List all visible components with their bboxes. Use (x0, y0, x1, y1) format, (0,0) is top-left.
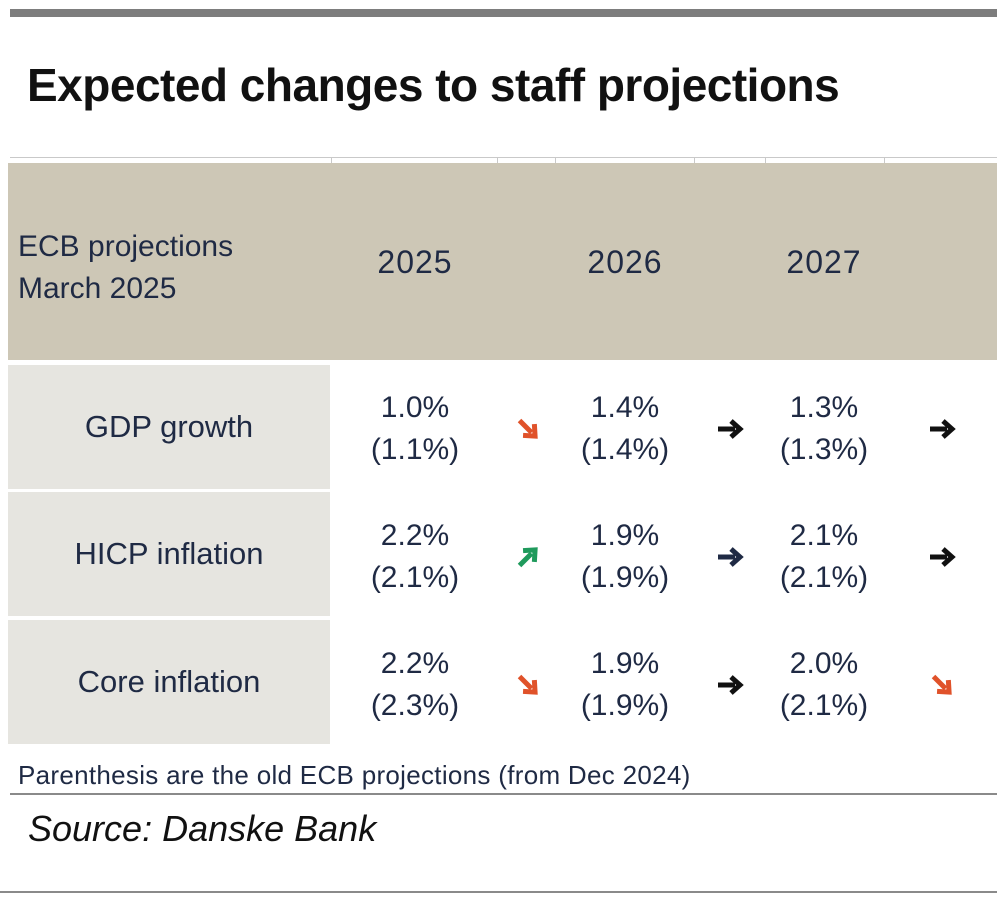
table-cell: 1.3% (1.3%) (744, 387, 904, 471)
footnote: Parenthesis are the old ECB projections … (18, 760, 691, 790)
new-projection: 2.1% (789, 519, 859, 552)
arrow-up-right-icon (517, 547, 538, 568)
new-projection: 2.2% (380, 647, 450, 680)
arrow-down-right-icon (931, 674, 952, 695)
new-projection: 1.9% (590, 519, 660, 552)
table-cell: 1.9% (1.9%) (545, 515, 705, 599)
year-header-2027: 2027 (786, 244, 862, 280)
table-cell: 2.2% (2.3%) (335, 643, 495, 727)
row-label-text: GDP growth (84, 409, 254, 444)
page-title: Expected changes to staff projections (27, 59, 840, 111)
arrow-right-icon (718, 419, 744, 439)
arrow-right-icon (930, 419, 956, 439)
top-rule (10, 9, 997, 17)
bottom-rule (0, 891, 997, 893)
new-projection: 1.3% (789, 391, 859, 424)
new-projection: 1.4% (590, 391, 660, 424)
old-projection: (1.4%) (580, 433, 670, 466)
row-label-gdp-growth: GDP growth (8, 365, 330, 489)
old-projection: (1.9%) (580, 689, 670, 722)
row-label-core-inflation: Core inflation (8, 620, 330, 744)
column-tick (331, 157, 332, 163)
source-line: Source: Danske Bank (28, 808, 377, 849)
old-projection: (2.1%) (370, 561, 460, 594)
header-row-label: ECB projections March 2025 (18, 226, 233, 310)
old-projection: (1.9%) (580, 561, 670, 594)
row-label-hicp-inflation: HICP inflation (8, 492, 330, 616)
row-label-text: HICP inflation (74, 536, 264, 571)
column-tick (555, 157, 556, 163)
column-tick (765, 157, 766, 163)
arrow-right-icon (718, 547, 744, 567)
old-projection: (1.3%) (779, 433, 869, 466)
column-tick (694, 157, 695, 163)
header-label-line1: ECB projections (18, 230, 234, 263)
old-projection: (2.1%) (779, 689, 869, 722)
new-projection: 1.0% (380, 391, 450, 424)
footnote-rule (10, 793, 997, 795)
table-cell: 2.0% (2.1%) (744, 643, 904, 727)
table-cell: 1.4% (1.4%) (545, 387, 705, 471)
table-cell: 1.0% (1.1%) (335, 387, 495, 471)
column-tick (884, 157, 885, 163)
old-projection: (2.3%) (370, 689, 460, 722)
arrow-down-right-icon (517, 674, 538, 695)
year-header-2025: 2025 (377, 244, 453, 280)
table-cell: 2.2% (2.1%) (335, 515, 495, 599)
old-projection: (1.1%) (370, 433, 460, 466)
header-label-line2: March 2025 (18, 272, 177, 305)
new-projection: 2.0% (789, 647, 859, 680)
table-cell: 2.1% (2.1%) (744, 515, 904, 599)
new-projection: 1.9% (590, 647, 660, 680)
old-projection: (2.1%) (779, 561, 869, 594)
column-tick (497, 157, 498, 163)
arrow-down-right-icon (517, 418, 538, 439)
arrow-right-icon (930, 547, 956, 567)
row-label-text: Core inflation (77, 664, 261, 699)
header-top-rule (10, 157, 997, 158)
table-cell: 1.9% (1.9%) (545, 643, 705, 727)
table-header (8, 163, 997, 360)
arrow-right-icon (718, 675, 744, 695)
year-header-2026: 2026 (587, 244, 663, 280)
new-projection: 2.2% (380, 519, 450, 552)
